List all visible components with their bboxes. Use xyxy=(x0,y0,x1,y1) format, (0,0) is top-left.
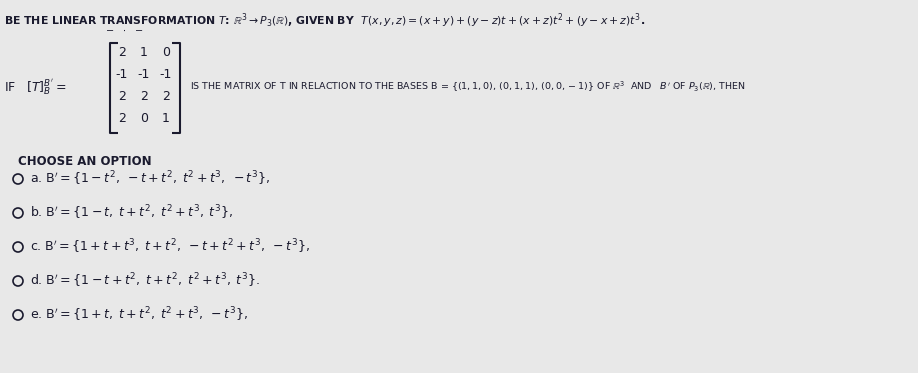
Text: c. B$' = \{1+t+t^3,\; t+t^2,\; -t+t^2+t^3,\; -t^3\}$,: c. B$' = \{1+t+t^3,\; t+t^2,\; -t+t^2+t^… xyxy=(30,238,310,256)
Text: 2: 2 xyxy=(140,91,148,103)
Text: 1: 1 xyxy=(140,47,148,60)
Text: -1: -1 xyxy=(160,69,173,81)
Text: 0: 0 xyxy=(140,113,148,125)
Text: 2: 2 xyxy=(118,47,126,60)
Text: CHOOSE AN OPTION: CHOOSE AN OPTION xyxy=(18,155,151,168)
Text: 2: 2 xyxy=(118,91,126,103)
Text: e. B$' = \{1+t,\; t+t^2,\; t^2+t^3,\; -t^3\}$,: e. B$' = \{1+t,\; t+t^2,\; t^2+t^3,\; -t… xyxy=(30,306,248,324)
Text: IS THE MATRIX OF T IN RELACTION TO THE BASES B = $\{(1,1,0),\,(0,1,1),\,(0,0,-1): IS THE MATRIX OF T IN RELACTION TO THE B… xyxy=(190,80,745,94)
Text: 1: 1 xyxy=(162,113,170,125)
Text: -1: -1 xyxy=(138,69,151,81)
Text: b. B$' = \{1-t,\; t+t^2,\; t^2+t^3,\; t^3\}$,: b. B$' = \{1-t,\; t+t^2,\; t^2+t^3,\; t^… xyxy=(30,204,233,222)
Text: 0: 0 xyxy=(162,47,170,60)
Text: 2: 2 xyxy=(162,91,170,103)
Text: a. B$' = \{1-t^2,\; -t+t^2,\; t^2+t^3,\; -t^3\}$,: a. B$' = \{1-t^2,\; -t+t^2,\; t^2+t^3,\;… xyxy=(30,170,271,188)
Text: IF  $\;[T]^{B'}_{B} = $: IF $\;[T]^{B'}_{B} = $ xyxy=(4,77,66,97)
Text: $-$   $\cdot$   $-$: $-$ $\cdot$ $-$ xyxy=(105,26,144,36)
Text: BE THE LINEAR TRANSFORMATION $\mathit{T}$: $\mathbb{R}^3 \rightarrow P_3(\mathbb: BE THE LINEAR TRANSFORMATION $\mathit{T}… xyxy=(4,11,645,29)
Text: d. B$' = \{1-t+t^2,\; t+t^2,\; t^2+t^3,\; t^3\}$.: d. B$' = \{1-t+t^2,\; t+t^2,\; t^2+t^3,\… xyxy=(30,272,260,290)
Text: 2: 2 xyxy=(118,113,126,125)
Text: -1: -1 xyxy=(116,69,129,81)
